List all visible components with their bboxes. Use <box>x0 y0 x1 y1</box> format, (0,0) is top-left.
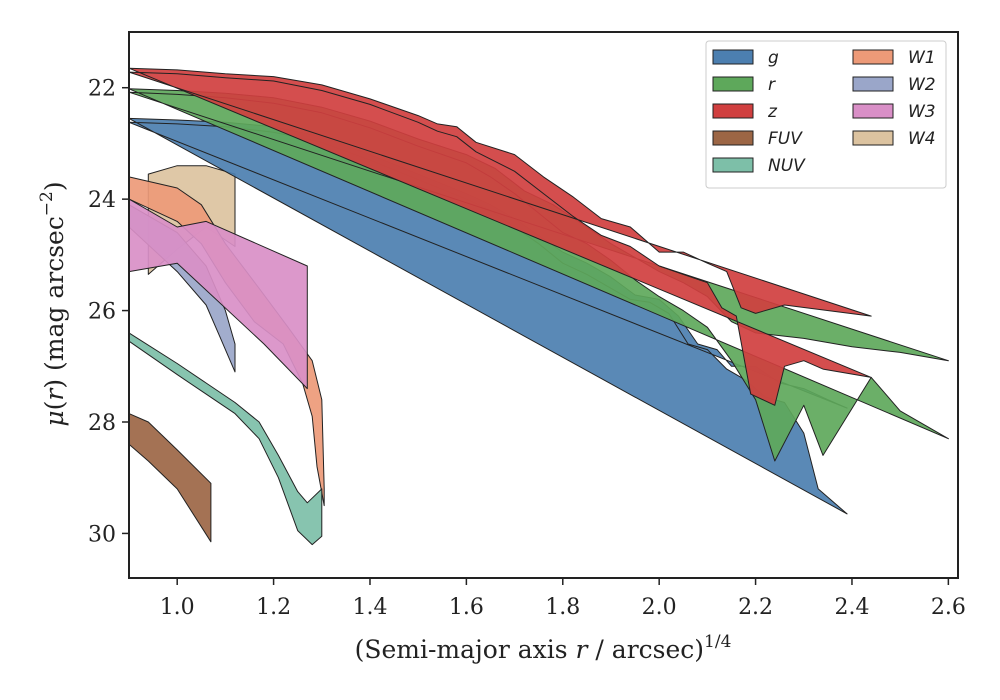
x-tick-label: 2.0 <box>642 595 677 620</box>
band-nuv <box>128 332 323 546</box>
y-tick-label: 22 <box>88 77 116 102</box>
legend-swatch-g <box>712 49 754 65</box>
x-tick-label: 1.2 <box>256 595 291 620</box>
surface-brightness-bands <box>128 67 949 546</box>
x-axis-label: (Semi-major axis r / arcsec)1/4 <box>355 632 732 664</box>
x-tick-label: 1.0 <box>160 595 195 620</box>
y-axis-label-close: ) (mag arcsec <box>40 216 69 389</box>
legend-label-w1: W1 <box>908 48 936 68</box>
legend-label-w2: W2 <box>908 75 936 95</box>
y-axis-label-end: ) <box>40 181 69 191</box>
band-w3 <box>128 198 308 390</box>
x-axis-ticks: 1.0 1.2 1.4 1.6 1.8 2.0 2.2 2.4 2.6 <box>160 578 966 620</box>
y-axis-label-open: ( <box>40 401 69 411</box>
plot-frame <box>128 31 959 579</box>
legend-swatch-z <box>712 103 754 119</box>
y-axis-label: μ(r) (mag arcsec−2) <box>37 181 69 426</box>
y-tick-label: 30 <box>88 522 116 547</box>
legend-label-fuv: FUV <box>768 129 803 149</box>
y-axis-label-var: r <box>40 387 69 401</box>
x-tick-label: 2.2 <box>738 595 773 620</box>
band-fuv <box>128 413 212 543</box>
legend-label-z: z <box>767 102 778 122</box>
y-axis-label-mu: μ <box>40 410 69 426</box>
y-tick-label: 26 <box>88 300 116 325</box>
y-axis-ticks: 22 24 26 28 30 <box>88 77 129 547</box>
legend-swatch-nuv <box>712 157 754 173</box>
legend-swatch-w1 <box>852 49 894 65</box>
x-tick-label: 2.4 <box>834 595 869 620</box>
x-tick-label: 1.6 <box>449 595 484 620</box>
legend-label-r: r <box>768 75 776 95</box>
x-axis-label-unit: / arcsec) <box>587 635 704 664</box>
legend-swatch-r <box>712 76 754 92</box>
legend-swatch-w4 <box>852 130 894 146</box>
legend-label-nuv: NUV <box>768 156 806 176</box>
legend-label-w4: W4 <box>908 129 936 149</box>
y-axis-label-exponent: −2 <box>37 191 57 216</box>
legend: grz FUV NUV W1 W2 W3 W4 <box>705 40 947 189</box>
band-z <box>128 67 872 406</box>
legend-label-g: g <box>768 48 779 68</box>
legend-swatch-w3 <box>852 103 894 119</box>
x-tick-label: 1.4 <box>352 595 387 620</box>
x-axis-label-var: r <box>576 635 590 664</box>
x-axis-label-main: (Semi-major axis <box>355 635 576 664</box>
x-axis-label-exponent: 1/4 <box>704 632 731 652</box>
y-tick-label: 24 <box>88 188 116 213</box>
x-tick-label: 2.6 <box>931 595 966 620</box>
y-tick-label: 28 <box>88 411 116 436</box>
legend-swatch-fuv <box>712 130 754 146</box>
x-tick-label: 1.8 <box>545 595 580 620</box>
legend-swatch-w2 <box>852 76 894 92</box>
legend-label-w3: W3 <box>908 102 936 122</box>
